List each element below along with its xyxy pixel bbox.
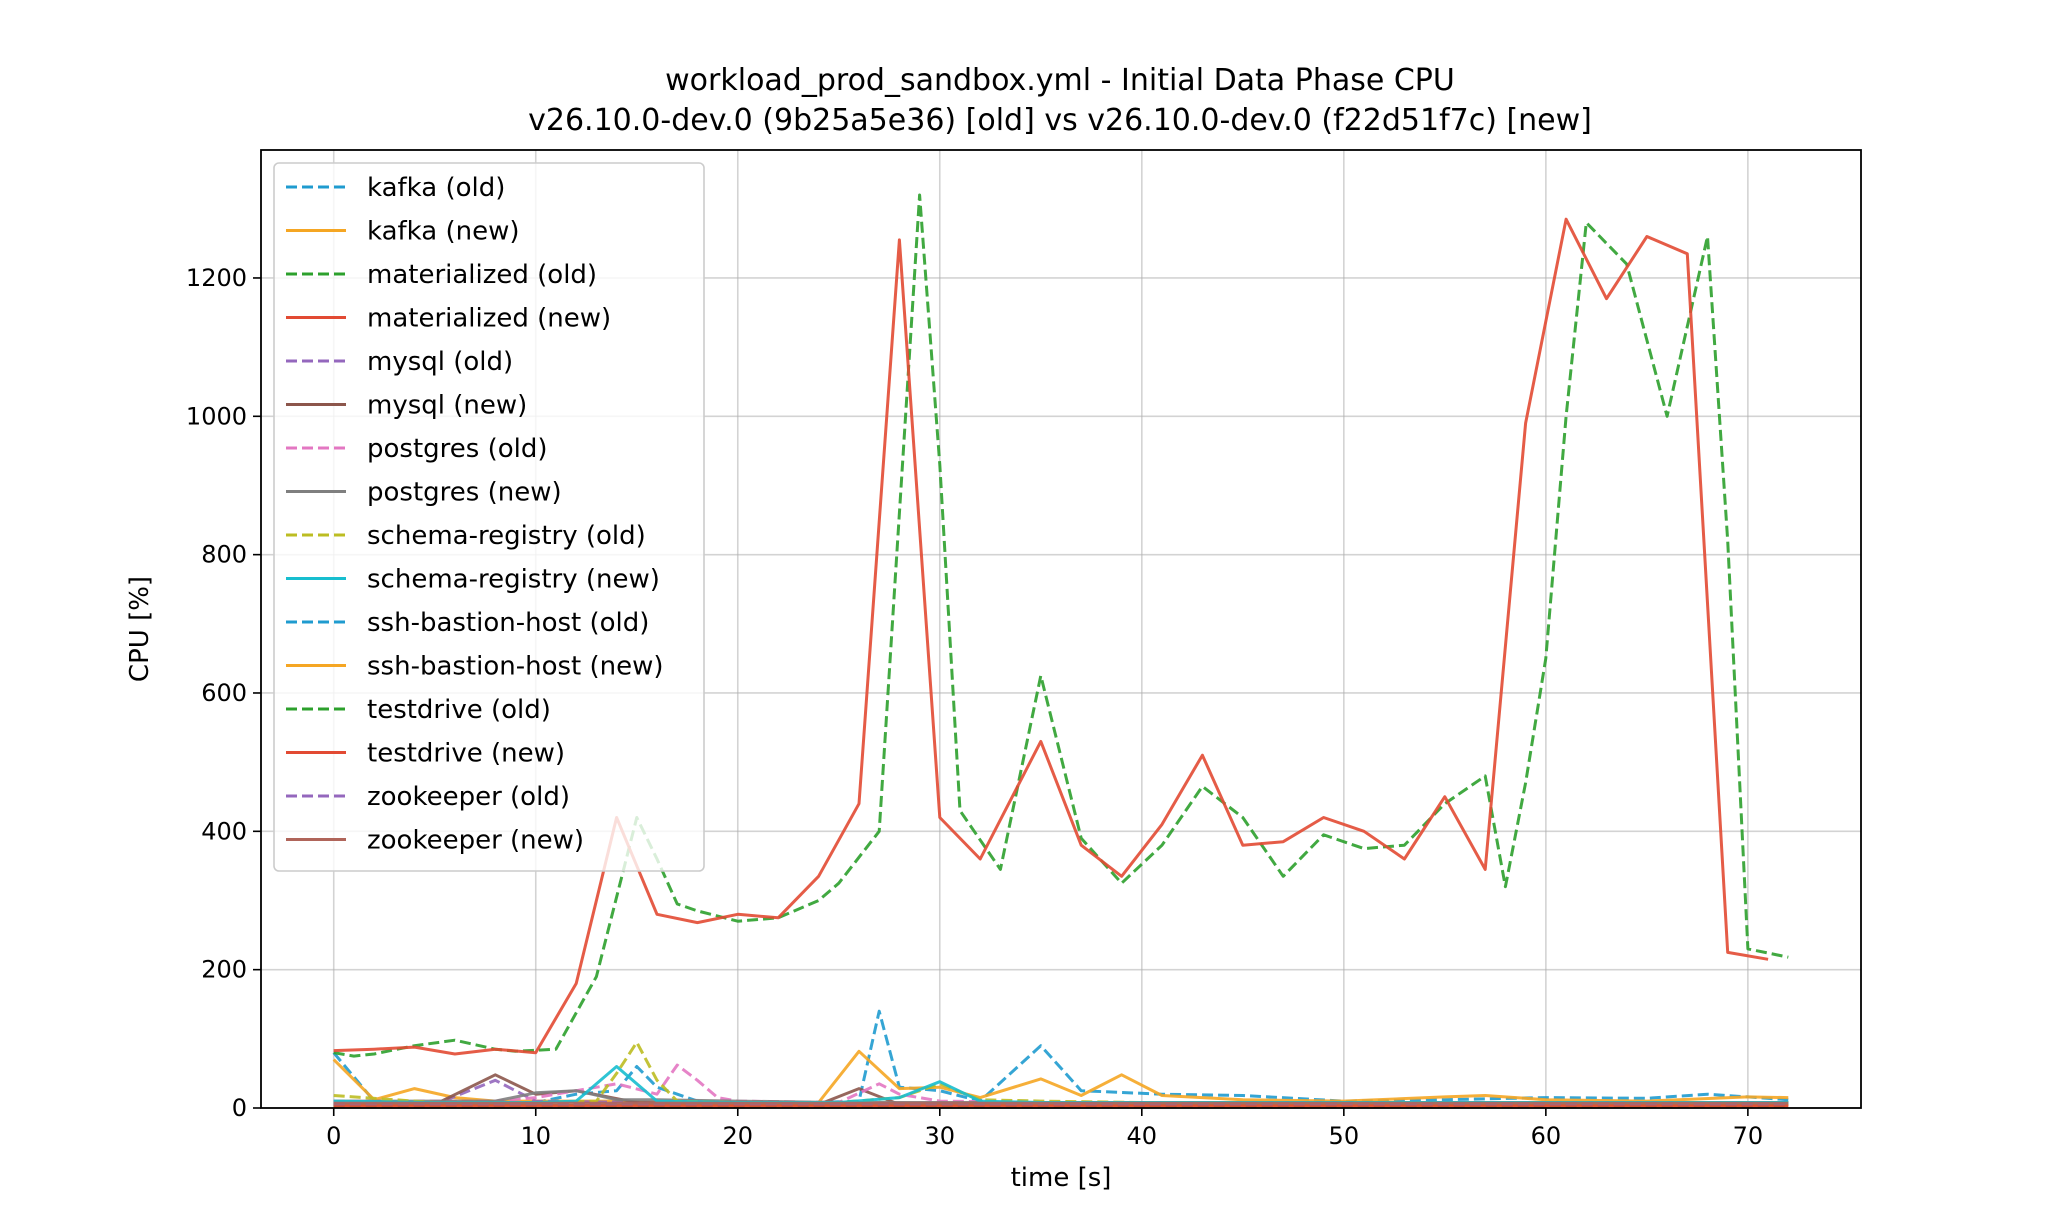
y-tick-label: 0: [232, 1094, 247, 1122]
legend-label: testdrive (old): [367, 695, 551, 725]
x-tick-label: 10: [520, 1122, 551, 1150]
legend-label: ssh-bastion-host (new): [367, 652, 664, 682]
x-tick-label: 60: [1531, 1122, 1562, 1150]
x-tick-label: 20: [722, 1122, 753, 1150]
axis-ticks: 0 10 20 30 40 50 60 70 0 200 400 600 800 1000 1200: [186, 264, 1763, 1150]
chart-subtitle: v26.10.0-dev.0 (9b25a5e36) [old] vs v26.…: [528, 103, 1592, 138]
legend-label: postgres (new): [367, 478, 562, 508]
series-line-materialized-new: [333, 217, 1769, 1056]
y-tick-label: 400: [201, 817, 247, 845]
y-tick-label: 1200: [186, 264, 247, 292]
series-line-materialized-old: [333, 193, 1789, 1058]
y-tick-label: 1000: [186, 402, 247, 430]
legend-frame: [273, 162, 705, 872]
legend-label: mysql (old): [367, 347, 513, 377]
y-tick-label: 600: [201, 679, 247, 707]
legend-label: mysql (new): [367, 391, 527, 421]
legend-label: kafka (new): [367, 217, 520, 247]
legend-label: testdrive (new): [367, 739, 565, 769]
x-tick-label: 0: [326, 1122, 341, 1150]
legend-label: materialized (old): [367, 260, 597, 290]
legend-label: materialized (new): [367, 304, 611, 334]
y-tick-label: 200: [201, 956, 247, 984]
legend-label: postgres (old): [367, 434, 548, 464]
legend-label: zookeeper (old): [367, 782, 570, 812]
plot-area: [260, 149, 1862, 1109]
series-line-postgres-old: [333, 1063, 1789, 1104]
x-tick-label: 40: [1127, 1122, 1158, 1150]
legend-label: kafka (old): [367, 173, 505, 203]
chart-title: workload_prod_sandbox.yml - Initial Data…: [665, 63, 1455, 98]
legend: kafka (old) kafka (new) materialized (old)…: [273, 162, 705, 872]
x-tick-label: 50: [1329, 1122, 1360, 1150]
legend-label: zookeeper (new): [367, 826, 584, 856]
legend-label: ssh-bastion-host (old): [367, 608, 649, 638]
x-tick-label: 70: [1733, 1122, 1764, 1150]
y-tick-label: 800: [201, 541, 247, 569]
legend-label: schema-registry (new): [367, 565, 660, 595]
series-lines: [332, 193, 1789, 1108]
x-tick-label: 30: [925, 1122, 956, 1150]
x-axis-label: time [s]: [1011, 1163, 1112, 1193]
y-axis-label: CPU [%]: [125, 576, 155, 682]
legend-label: schema-registry (old): [367, 521, 646, 551]
